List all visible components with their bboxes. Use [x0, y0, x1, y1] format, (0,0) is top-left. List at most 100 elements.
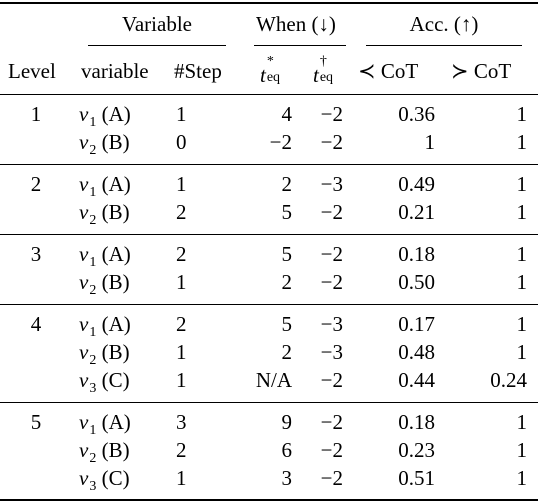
- variable-tag: (A): [101, 312, 131, 336]
- t-dagger-cell: −3: [320, 340, 343, 364]
- column-header-t-dagger: t † eq: [313, 55, 337, 87]
- variable-tag: (B): [101, 438, 130, 462]
- t-dagger-cell: −3: [320, 312, 343, 336]
- acc-succ-cell: 1: [516, 242, 528, 266]
- variable-cell: v2 (B): [79, 340, 130, 368]
- variable-tag: (B): [101, 270, 130, 294]
- group-separator-rule: [0, 234, 538, 235]
- acc-prec-cell: 0.17: [398, 312, 435, 336]
- variable-cell: v2 (B): [79, 200, 130, 228]
- t-dagger-cell: −2: [320, 130, 343, 154]
- t-star-cell: 5: [281, 312, 293, 336]
- variable-cell: v2 (B): [79, 130, 130, 158]
- level-cell: 1: [30, 102, 42, 126]
- column-header-acc-succ: ≻ CoT: [451, 59, 512, 83]
- t-star-cell: 4: [281, 102, 293, 126]
- variable-symbol: v: [79, 410, 89, 434]
- variable-symbol: v: [79, 242, 89, 266]
- variable-group-underline: [88, 45, 226, 46]
- variable-symbol: v: [79, 368, 89, 392]
- column-header-level: Level: [8, 59, 56, 83]
- variable-cell: v3 (C): [79, 368, 130, 396]
- when-group-underline: [254, 45, 346, 46]
- variable-index: 2: [89, 283, 97, 298]
- t-dagger-cell: −2: [320, 466, 343, 490]
- variable-tag: (B): [101, 340, 130, 364]
- variable-index: 3: [89, 479, 97, 494]
- variable-symbol: v: [79, 466, 89, 490]
- variable-tag: (C): [101, 466, 130, 490]
- variable-tag: (A): [101, 410, 131, 434]
- variable-symbol: v: [79, 270, 89, 294]
- t-dagger-cell: −2: [320, 438, 343, 462]
- t-star-cell: 2: [281, 270, 293, 294]
- group-separator-rule: [0, 402, 538, 403]
- column-header-variable: variable: [81, 59, 149, 83]
- variable-tag: (A): [101, 242, 131, 266]
- group-header-accuracy: Acc. (↑): [409, 12, 479, 36]
- variable-cell: v2 (B): [79, 438, 130, 466]
- step-cell: 1: [176, 172, 187, 196]
- acc-succ-cell: 1: [516, 340, 528, 364]
- t-dagger-sub: eq: [319, 70, 334, 85]
- variable-cell: v1 (A): [79, 242, 131, 270]
- acc-succ-cell: 1: [516, 200, 528, 224]
- variable-tag: (C): [101, 368, 130, 392]
- bottom-rule: [0, 499, 538, 501]
- variable-index: 1: [89, 325, 97, 340]
- t-star-cell: 2: [281, 172, 293, 196]
- t-star-cell: 3: [281, 466, 293, 490]
- step-cell: 3: [176, 410, 187, 434]
- variable-index: 2: [89, 143, 97, 158]
- column-header-step: #Step: [174, 59, 222, 83]
- step-cell: 1: [176, 270, 187, 294]
- variable-index: 3: [89, 381, 97, 396]
- acc-succ-cell: 1: [516, 312, 528, 336]
- column-header-acc-prec: ≺ CoT: [358, 59, 419, 83]
- acc-prec-cell: 0.18: [398, 410, 435, 434]
- level-cell: 4: [30, 312, 42, 336]
- acc-prec-cell: 0.36: [398, 102, 435, 126]
- variable-index: 1: [89, 185, 97, 200]
- step-cell: 2: [176, 438, 187, 462]
- acc-prec-cell: 0.48: [398, 340, 435, 364]
- step-cell: 0: [176, 130, 187, 154]
- variable-symbol: v: [79, 438, 89, 462]
- level-cell: 2: [30, 172, 42, 196]
- t-dagger-cell: −3: [320, 172, 343, 196]
- variable-tag: (B): [101, 130, 130, 154]
- accuracy-group-underline: [366, 45, 522, 46]
- t-dagger-cell: −2: [320, 242, 343, 266]
- group-header-when: When (↓): [256, 12, 336, 36]
- step-cell: 2: [176, 242, 187, 266]
- variable-index: 1: [89, 255, 97, 270]
- acc-prec-cell: 0.21: [398, 200, 435, 224]
- t-star-cell: −2: [269, 130, 292, 154]
- variable-tag: (A): [101, 102, 131, 126]
- variable-cell: v2 (B): [79, 270, 130, 298]
- acc-prec-cell: 0.51: [398, 466, 435, 490]
- step-cell: 1: [176, 340, 187, 364]
- variable-symbol: v: [79, 200, 89, 224]
- acc-prec-cell: 0.49: [398, 172, 435, 196]
- variable-symbol: v: [79, 340, 89, 364]
- header-bottom-rule: [0, 94, 538, 95]
- acc-succ-cell: 1: [516, 466, 528, 490]
- variable-tag: (A): [101, 172, 131, 196]
- variable-cell: v1 (A): [79, 172, 131, 200]
- acc-prec-cell: 0.50: [398, 270, 435, 294]
- t-dagger-base: t: [313, 63, 319, 87]
- acc-succ-cell: 1: [516, 270, 528, 294]
- group-separator-rule: [0, 304, 538, 305]
- variable-symbol: v: [79, 102, 89, 126]
- acc-prec-cell: 0.18: [398, 242, 435, 266]
- acc-succ-cell: 0.24: [490, 368, 527, 392]
- t-star-sub: eq: [266, 70, 281, 85]
- t-star-cell: 9: [281, 410, 293, 434]
- step-cell: 1: [176, 368, 187, 392]
- t-star-cell: 5: [281, 242, 293, 266]
- acc-succ-cell: 1: [516, 102, 528, 126]
- acc-prec-cell: 1: [424, 130, 436, 154]
- acc-succ-cell: 1: [516, 438, 528, 462]
